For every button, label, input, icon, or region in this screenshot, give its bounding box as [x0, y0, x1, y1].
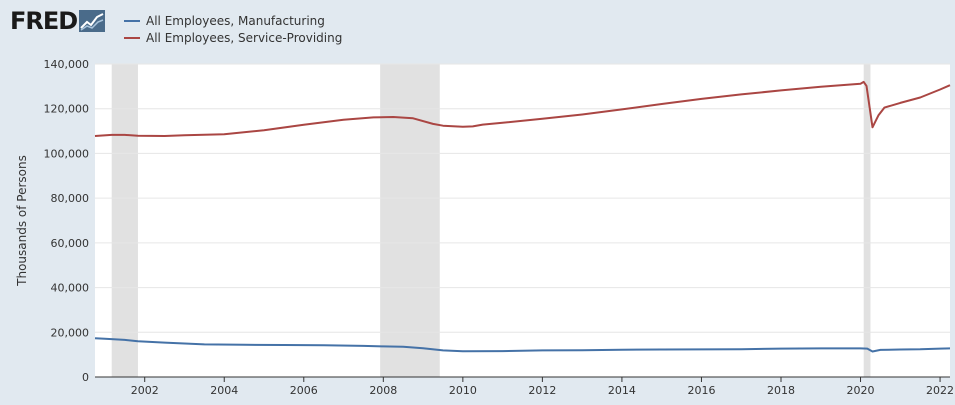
- x-tick-label: 2016: [687, 384, 715, 397]
- plot-area: [95, 64, 950, 377]
- x-tick-label: 2020: [847, 384, 875, 397]
- y-axis-title: Thousands of Persons: [15, 155, 29, 287]
- y-tick-label: 120,000: [44, 103, 90, 116]
- fred-logo: FRED: [10, 6, 106, 36]
- y-tick-label: 140,000: [44, 58, 90, 71]
- x-tick-label: 2008: [369, 384, 397, 397]
- x-tick-label: 2010: [449, 384, 477, 397]
- legend-swatch-manufacturing: [124, 19, 140, 22]
- y-tick-label: 80,000: [51, 192, 90, 205]
- recession-band-2: [863, 64, 871, 377]
- x-tick-label: 2014: [608, 384, 636, 397]
- recession-band-1: [380, 64, 440, 377]
- legend-item-services[interactable]: All Employees, Service-Providing: [124, 29, 342, 46]
- legend-swatch-services: [124, 36, 140, 39]
- x-axis-ticks: 2002 2004 2006 2008 2010 2012 2014 2016 2018 2020…: [131, 377, 954, 397]
- y-tick-label: 0: [82, 371, 89, 384]
- fred-logo-text: FRED: [10, 7, 78, 35]
- y-axis-ticks: 0 20,000 40,000 60,000 80,000 100,000 120,000 1…: [44, 58, 90, 384]
- legend-label-services: All Employees, Service-Providing: [146, 30, 343, 45]
- fred-line-chart-icon: [79, 10, 106, 32]
- y-tick-label: 20,000: [51, 326, 90, 339]
- legend-label-manufacturing: All Employees, Manufacturing: [146, 13, 325, 28]
- x-tick-label: 2006: [290, 384, 318, 397]
- y-tick-label: 100,000: [44, 147, 90, 160]
- x-tick-label: 2012: [528, 384, 556, 397]
- series-line-services: [94, 80, 951, 137]
- legend-item-manufacturing[interactable]: All Employees, Manufacturing: [124, 12, 342, 29]
- x-tick-label: 2022: [926, 384, 954, 397]
- y-tick-label: 40,000: [51, 282, 90, 295]
- x-tick-label: 2002: [131, 384, 159, 397]
- recession-band-0: [111, 64, 138, 377]
- grid-lines: [95, 63, 950, 333]
- y-tick-label: 60,000: [51, 237, 90, 250]
- chart-legend: All Employees, Manufacturing All Employe…: [124, 12, 342, 46]
- x-tick-label: 2018: [767, 384, 795, 397]
- series-line-manufacturing: [94, 337, 951, 353]
- series-lines: [94, 80, 951, 353]
- x-tick-label: 2004: [210, 384, 238, 397]
